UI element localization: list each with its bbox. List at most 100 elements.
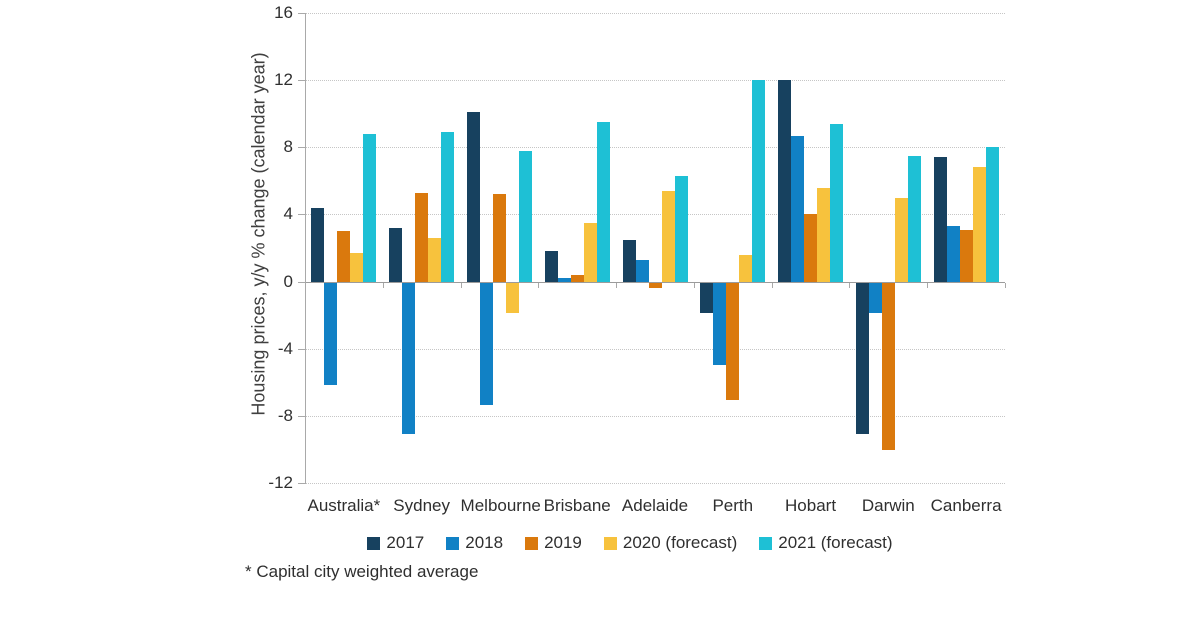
bar-2020-forecast--melbourne bbox=[505, 282, 519, 313]
bar-2020-forecast--canberra bbox=[972, 167, 986, 282]
legend-item-2021-forecast-: 2021 (forecast) bbox=[759, 533, 893, 553]
y-tick-label: -12 bbox=[268, 473, 293, 492]
x-axis-tick bbox=[927, 282, 929, 288]
y-tick-label: 12 bbox=[274, 70, 293, 90]
x-axis-tick bbox=[382, 282, 384, 288]
bar-2019-sydney bbox=[415, 192, 429, 282]
bar-2020-forecast--australia- bbox=[350, 253, 364, 282]
bar-2019-adelaide bbox=[648, 282, 662, 288]
legend-item-2017: 2017 bbox=[367, 533, 424, 553]
x-axis-label-adelaide: Adelaide bbox=[621, 496, 689, 515]
legend-swatch-icon bbox=[367, 536, 381, 550]
legend-label: 2021 (forecast) bbox=[778, 533, 893, 552]
x-axis-tick bbox=[693, 282, 695, 288]
bar-2021-forecast--sydney bbox=[441, 132, 455, 282]
gridline-12 bbox=[305, 80, 1005, 82]
x-axis-label-perth: Perth bbox=[712, 496, 754, 515]
bar-2017-canberra bbox=[933, 157, 947, 282]
legend: 2017 2018 2019 2020 (forecast) 2021 (forecas… bbox=[240, 533, 1020, 553]
bar-2018-australia- bbox=[324, 282, 338, 385]
bar-2019-hobart bbox=[804, 214, 818, 282]
y-tick-label: 16 bbox=[274, 3, 293, 22]
bar-2017-hobart bbox=[778, 80, 792, 282]
x-axis-zero-line bbox=[305, 281, 1005, 283]
legend-swatch-icon bbox=[446, 536, 460, 550]
y-tick-label: -4 bbox=[277, 338, 293, 358]
y-axis-title: Housing prices, y/y % change (calendar y… bbox=[248, 52, 269, 416]
bar-2018-sydney bbox=[402, 282, 416, 434]
x-axis-tick bbox=[460, 282, 462, 288]
bar-2019-perth bbox=[726, 282, 740, 401]
legend-item-2018: 2018 bbox=[446, 533, 503, 553]
x-axis-tick bbox=[538, 282, 540, 288]
legend-swatch-icon bbox=[603, 536, 617, 550]
legend-swatch-icon bbox=[759, 536, 773, 550]
bar-2019-darwin bbox=[881, 282, 895, 451]
bar-2017-perth bbox=[700, 282, 714, 313]
y-tick-label: 4 bbox=[283, 204, 293, 224]
bar-2019-brisbane bbox=[570, 274, 584, 282]
y-axis-line bbox=[305, 13, 306, 484]
x-axis-label-hobart: Hobart bbox=[785, 496, 837, 515]
y-axis-tick bbox=[298, 147, 305, 149]
x-axis-label-canberra: Canberra bbox=[930, 496, 1002, 515]
bar-2020-forecast--sydney bbox=[428, 237, 442, 282]
bar-2018-canberra bbox=[946, 226, 960, 282]
bar-2020-forecast--brisbane bbox=[583, 222, 597, 282]
legend-swatch-icon bbox=[525, 536, 539, 550]
bar-2018-melbourne bbox=[479, 282, 493, 406]
bar-2019-canberra bbox=[959, 229, 973, 282]
bar-2021-forecast--hobart bbox=[830, 123, 844, 282]
x-axis-label-darwin: Darwin bbox=[861, 496, 915, 515]
bar-2020-forecast--adelaide bbox=[661, 190, 675, 282]
bar-2019-melbourne bbox=[492, 194, 506, 282]
bar-2018-brisbane bbox=[557, 278, 571, 282]
x-axis-tick bbox=[1005, 282, 1006, 288]
bar-2021-forecast--adelaide bbox=[674, 175, 688, 282]
y-axis-tick bbox=[298, 214, 305, 216]
bar-2017-sydney bbox=[389, 227, 403, 282]
y-axis-tick bbox=[298, 415, 305, 417]
bar-2017-darwin bbox=[855, 282, 869, 434]
legend-label: 2019 bbox=[544, 533, 582, 552]
bar-2020-forecast--perth bbox=[739, 254, 753, 282]
y-tick-label: 0 bbox=[283, 271, 293, 291]
bar-2019-australia- bbox=[337, 231, 351, 282]
y-axis-tick bbox=[298, 80, 305, 82]
bar-2021-forecast--canberra bbox=[985, 147, 999, 282]
x-axis-label-sydney: Sydney bbox=[393, 496, 450, 515]
gridline--4 bbox=[305, 348, 1005, 350]
y-axis-tick bbox=[298, 483, 305, 484]
x-axis-tick bbox=[616, 282, 618, 288]
bar-2017-brisbane bbox=[544, 251, 558, 282]
bar-2021-forecast--australia- bbox=[363, 133, 377, 282]
x-axis-label-melbourne: Melbourne bbox=[460, 496, 541, 515]
x-axis-label-brisbane: Brisbane bbox=[543, 496, 611, 515]
gridline--8 bbox=[305, 415, 1005, 417]
bar-2018-darwin bbox=[868, 282, 882, 313]
x-axis-tick bbox=[771, 282, 773, 288]
legend-item-2019: 2019 bbox=[525, 533, 582, 553]
y-tick-label: 8 bbox=[283, 137, 293, 157]
bar-2021-forecast--brisbane bbox=[596, 122, 610, 282]
bar-2017-adelaide bbox=[622, 239, 636, 282]
bar-2021-forecast--melbourne bbox=[518, 150, 532, 282]
legend-label: 2020 (forecast) bbox=[622, 533, 738, 552]
gridline-8 bbox=[305, 147, 1005, 149]
bar-2017-melbourne bbox=[466, 112, 480, 282]
legend-label: 2018 bbox=[465, 533, 504, 552]
gridline-16 bbox=[305, 13, 1005, 14]
bar-2018-adelaide bbox=[635, 259, 649, 282]
gridline-4 bbox=[305, 214, 1005, 216]
y-axis-tick bbox=[298, 281, 305, 283]
y-axis-tick bbox=[298, 13, 305, 14]
bar-2017-australia- bbox=[311, 207, 325, 282]
legend-item-2020-forecast-: 2020 (forecast) bbox=[603, 533, 738, 553]
bar-2021-forecast--perth bbox=[752, 80, 766, 282]
y-axis-tick bbox=[298, 348, 305, 350]
legend-label: 2017 bbox=[386, 533, 425, 552]
bar-2020-forecast--hobart bbox=[817, 187, 831, 282]
bar-2018-hobart bbox=[791, 135, 805, 282]
x-axis-tick bbox=[849, 282, 851, 288]
